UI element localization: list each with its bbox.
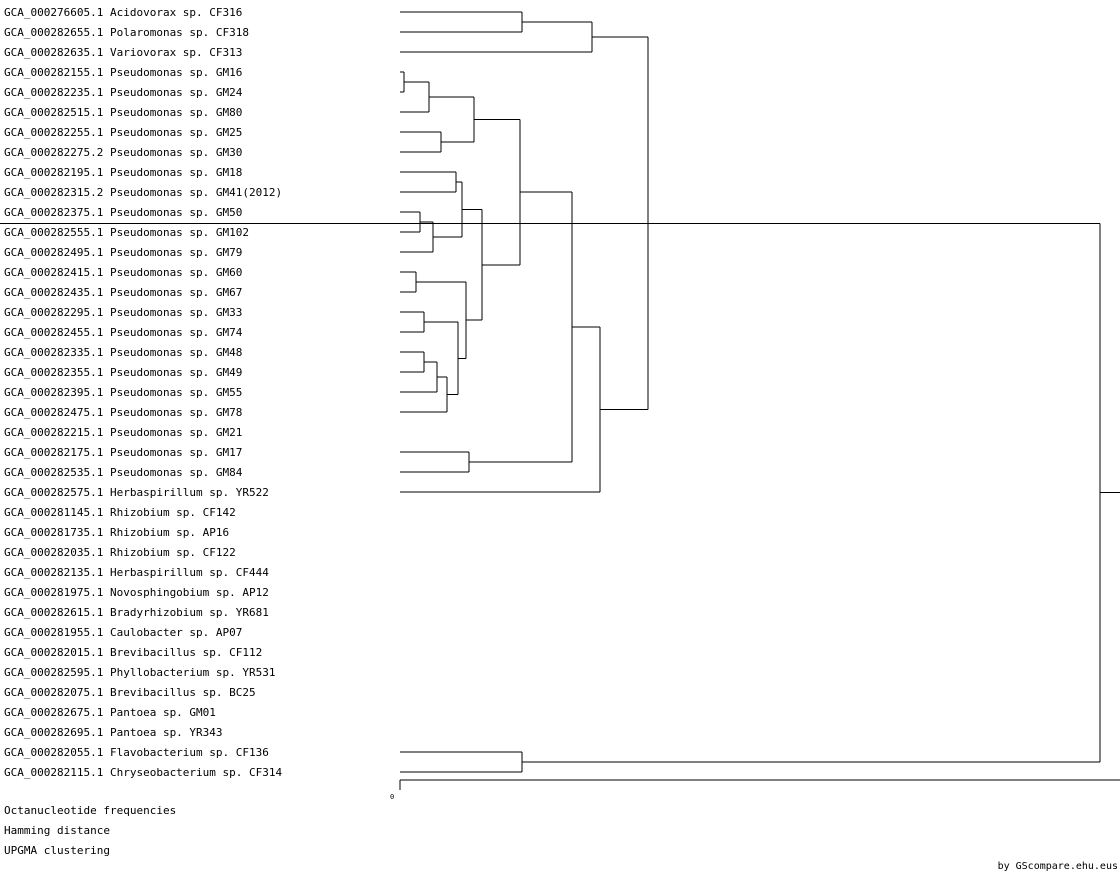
- leaf-label: GCA_000282435.1 Pseudomonas sp. GM67: [4, 286, 242, 299]
- leaf-label: GCA_000282075.1 Brevibacillus sp. BC25: [4, 686, 256, 699]
- leaf-label: GCA_000281975.1 Novosphingobium sp. AP12: [4, 586, 269, 599]
- leaf-label: GCA_000281955.1 Caulobacter sp. AP07: [4, 626, 242, 639]
- leaf-label: GCA_000276605.1 Acidovorax sp. CF316: [4, 6, 242, 19]
- method-line-2: Hamming distance: [4, 824, 110, 837]
- leaf-label: GCA_000282355.1 Pseudomonas sp. GM49: [4, 366, 242, 379]
- dendrogram-branches: [0, 11, 1120, 773]
- leaf-label: GCA_000282035.1 Rhizobium sp. CF122: [4, 546, 236, 559]
- leaf-labels: GCA_000276605.1 Acidovorax sp. CF316 GCA_…: [4, 6, 283, 779]
- axis-tick-label: 0: [390, 793, 394, 801]
- leaf-label: GCA_000282495.1 Pseudomonas sp. GM79: [4, 246, 242, 259]
- leaf-label: GCA_000282335.1 Pseudomonas sp. GM48: [4, 346, 242, 359]
- leaf-label: GCA_000282675.1 Pantoea sp. GM01: [4, 706, 216, 719]
- leaf-label: GCA_000282395.1 Pseudomonas sp. GM55: [4, 386, 242, 399]
- leaf-label: GCA_000282215.1 Pseudomonas sp. GM21: [4, 426, 242, 439]
- leaf-label: GCA_000282055.1 Flavobacterium sp. CF136: [4, 746, 269, 759]
- leaf-label: GCA_000282135.1 Herbaspirillum sp. CF444: [4, 566, 269, 579]
- leaf-label: GCA_000282575.1 Herbaspirillum sp. YR522: [4, 486, 269, 499]
- leaf-label: GCA_000282275.2 Pseudomonas sp. GM30: [4, 146, 242, 159]
- leaf-label: GCA_000281735.1 Rhizobium sp. AP16: [4, 526, 229, 539]
- leaf-label: GCA_000282415.1 Pseudomonas sp. GM60: [4, 266, 242, 279]
- leaf-label: GCA_000282595.1 Phyllobacterium sp. YR53…: [4, 666, 276, 679]
- leaf-label: GCA_000282175.1 Pseudomonas sp. GM17: [4, 446, 242, 459]
- leaf-label: GCA_000282555.1 Pseudomonas sp. GM102: [4, 226, 249, 239]
- leaf-label: GCA_000282475.1 Pseudomonas sp. GM78: [4, 406, 242, 419]
- leaf-label: GCA_000282635.1 Variovorax sp. CF313: [4, 46, 242, 59]
- leaf-label: GCA_000282155.1 Pseudomonas sp. GM16: [4, 66, 242, 79]
- leaf-label: GCA_000282695.1 Pantoea sp. YR343: [4, 726, 223, 739]
- distance-axis: 0: [390, 779, 1120, 801]
- leaf-label: GCA_000282515.1 Pseudomonas sp. GM80: [4, 106, 242, 119]
- leaf-label: GCA_000282655.1 Polaromonas sp. CF318: [4, 26, 249, 39]
- leaf-label: GCA_000282455.1 Pseudomonas sp. GM74: [4, 326, 243, 339]
- leaf-label: GCA_000282015.1 Brevibacillus sp. CF112: [4, 646, 262, 659]
- leaf-label: GCA_000282535.1 Pseudomonas sp. GM84: [4, 466, 243, 479]
- leaf-label: GCA_000282115.1 Chryseobacterium sp. CF3…: [4, 766, 283, 779]
- leaf-label: GCA_000282375.1 Pseudomonas sp. GM50: [4, 206, 242, 219]
- method-line-1: Octanucleotide frequencies: [4, 804, 177, 817]
- leaf-label: GCA_000282235.1 Pseudomonas sp. GM24: [4, 86, 243, 99]
- credit-text: by GScompare.ehu.eus: [997, 861, 1118, 872]
- method-line-3: UPGMA clustering: [4, 844, 110, 857]
- leaf-label: GCA_000282255.1 Pseudomonas sp. GM25: [4, 126, 242, 139]
- leaf-label: GCA_000282615.1 Bradyrhizobium sp. YR681: [4, 606, 269, 619]
- leaf-label: GCA_000282315.2 Pseudomonas sp. GM41(201…: [4, 186, 282, 199]
- leaf-label: GCA_000282195.1 Pseudomonas sp. GM18: [4, 166, 242, 179]
- leaf-label: GCA_000282295.1 Pseudomonas sp. GM33: [4, 306, 242, 319]
- leaf-label: GCA_000281145.1 Rhizobium sp. CF142: [4, 506, 236, 519]
